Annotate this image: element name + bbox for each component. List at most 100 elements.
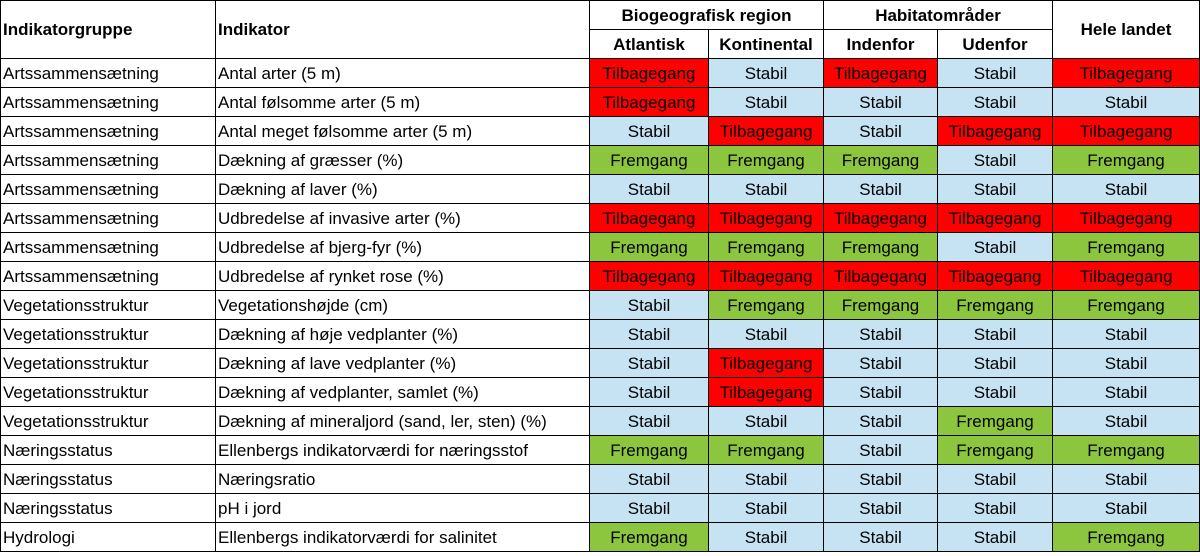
indikator-cell: Udbredelse af bjerg-fyr (%) (215, 232, 590, 262)
indikatorgruppe-cell: Vegetationsstruktur (0, 319, 216, 349)
status-cell-udenfor: Fremgang (936, 290, 1054, 320)
indikatorgruppe-cell: Vegetationsstruktur (0, 290, 216, 320)
status-cell-udenfor: Stabil (936, 522, 1054, 552)
header-row-top: Indikatorgruppe Indikator Biogeografisk … (0, 0, 1200, 59)
table-row: Artssammensætning Antal meget følsomme ar… (0, 116, 1200, 146)
status-cell-udenfor: Stabil (936, 232, 1054, 262)
table-header: Indikatorgruppe Indikator Biogeografisk … (0, 0, 1200, 59)
status-cell-atlantisk: Tilbagegang (589, 261, 709, 291)
indikatorgruppe-cell: Artssammensætning (0, 87, 216, 117)
indikator-cell: Dækning af laver (%) (215, 174, 590, 204)
status-cell-indenfor: Fremgang (823, 145, 938, 175)
status-cell-hele-landet: Tilbagegang (1052, 261, 1200, 291)
status-cell-kontinental: Fremgang (708, 145, 824, 175)
indikatorgruppe-cell: Vegetationsstruktur (0, 406, 216, 436)
indikator-cell: pH i jord (215, 493, 590, 523)
table-row: Vegetationsstruktur Vegetationshøjde (cm)… (0, 290, 1200, 320)
status-cell-kontinental: Fremgang (708, 232, 824, 262)
status-cell-kontinental: Stabil (708, 174, 824, 204)
indikatorgruppe-cell: Vegetationsstruktur (0, 377, 216, 407)
indikatorgruppe-cell: Artssammensætning (0, 261, 216, 291)
status-cell-udenfor: Stabil (936, 87, 1054, 117)
indikator-cell: Ellenbergs indikatorværdi for næringssto… (215, 435, 590, 465)
status-cell-indenfor: Stabil (823, 522, 938, 552)
status-cell-indenfor: Tilbagegang (823, 203, 938, 233)
indikatorgruppe-cell: Hydrologi (0, 522, 216, 552)
status-cell-kontinental: Stabil (708, 406, 824, 436)
indikator-cell: Dækning af høje vedplanter (%) (215, 319, 590, 349)
status-cell-indenfor: Tilbagegang (823, 261, 938, 291)
table-row: Artssammensætning Dækning af laver (%) Sta… (0, 174, 1200, 204)
indikator-cell: Udbredelse af invasive arter (%) (215, 203, 590, 233)
indikatorgruppe-cell: Vegetationsstruktur (0, 348, 216, 378)
indikator-cell: Vegetationshøjde (cm) (215, 290, 590, 320)
status-cell-atlantisk: Stabil (589, 116, 709, 146)
status-cell-kontinental: Stabil (708, 58, 824, 88)
status-cell-udenfor: Fremgang (936, 435, 1054, 465)
table-row: Næringsstatus Ellenbergs indikatorværdi f… (0, 435, 1200, 465)
indikatorgruppe-cell: Næringsstatus (0, 464, 216, 494)
status-cell-atlantisk: Stabil (589, 377, 709, 407)
status-cell-atlantisk: Stabil (589, 493, 709, 523)
status-cell-atlantisk: Fremgang (589, 435, 709, 465)
status-cell-udenfor: Stabil (936, 58, 1054, 88)
indikatorgruppe-cell: Artssammensætning (0, 145, 216, 175)
status-cell-kontinental: Stabil (708, 319, 824, 349)
status-cell-atlantisk: Stabil (589, 290, 709, 320)
status-cell-atlantisk: Stabil (589, 319, 709, 349)
status-cell-indenfor: Stabil (823, 464, 938, 494)
indikator-cell: Dækning af mineraljord (sand, ler, sten)… (215, 406, 590, 436)
status-cell-hele-landet: Fremgang (1052, 435, 1200, 465)
status-cell-kontinental: Fremgang (708, 290, 824, 320)
status-cell-udenfor: Tilbagegang (936, 116, 1054, 146)
table-row: Artssammensætning Antal følsomme arter (5… (0, 87, 1200, 117)
table-row: Artssammensætning Udbredelse af bjerg-fyr… (0, 232, 1200, 262)
indikator-cell: Udbredelse af rynket rose (%) (215, 261, 590, 291)
status-cell-atlantisk: Tilbagegang (589, 87, 709, 117)
status-cell-udenfor: Stabil (936, 348, 1054, 378)
header-indikator: Indikator (215, 0, 590, 59)
indikator-cell: Ellenbergs indikatorværdi for salinitet (215, 522, 590, 552)
status-cell-indenfor: Stabil (823, 348, 938, 378)
header-indikatorgruppe: Indikatorgruppe (0, 0, 216, 59)
status-cell-udenfor: Tilbagegang (936, 261, 1054, 291)
table-row: Artssammensætning Udbredelse af invasive … (0, 203, 1200, 233)
status-cell-indenfor: Stabil (823, 377, 938, 407)
header-kontinental: Kontinental (708, 29, 824, 59)
status-cell-hele-landet: Stabil (1052, 174, 1200, 204)
indikator-cell: Dækning af græsser (%) (215, 145, 590, 175)
status-cell-indenfor: Fremgang (823, 290, 938, 320)
status-cell-hele-landet: Stabil (1052, 87, 1200, 117)
status-cell-udenfor: Fremgang (936, 406, 1054, 436)
table-row: Vegetationsstruktur Dækning af høje vedpl… (0, 319, 1200, 349)
status-cell-udenfor: Stabil (936, 319, 1054, 349)
table-row: Hydrologi Ellenbergs indikatorværdi for s… (0, 522, 1200, 552)
indikator-cell: Antal meget følsomme arter (5 m) (215, 116, 590, 146)
status-cell-udenfor: Tilbagegang (936, 203, 1054, 233)
header-atlantisk: Atlantisk (589, 29, 709, 59)
indikatorgruppe-cell: Artssammensætning (0, 116, 216, 146)
status-cell-udenfor: Stabil (936, 174, 1054, 204)
status-cell-hele-landet: Stabil (1052, 464, 1200, 494)
table-row: Næringsstatus Næringsratio Stabil Stabil Sta… (0, 464, 1200, 494)
status-cell-indenfor: Stabil (823, 174, 938, 204)
status-cell-kontinental: Stabil (708, 87, 824, 117)
status-cell-atlantisk: Stabil (589, 348, 709, 378)
status-cell-kontinental: Stabil (708, 464, 824, 494)
status-cell-hele-landet: Tilbagegang (1052, 203, 1200, 233)
indikatorgruppe-cell: Artssammensætning (0, 203, 216, 233)
table-row: Vegetationsstruktur Dækning af lave vedpl… (0, 348, 1200, 378)
table-row: Artssammensætning Antal arter (5 m) Tilbag… (0, 58, 1200, 88)
status-cell-hele-landet: Stabil (1052, 493, 1200, 523)
status-cell-kontinental: Fremgang (708, 435, 824, 465)
indikator-cell: Antal følsomme arter (5 m) (215, 87, 590, 117)
table-row: Vegetationsstruktur Dækning af mineraljor… (0, 406, 1200, 436)
status-cell-kontinental: Tilbagegang (708, 377, 824, 407)
status-cell-hele-landet: Fremgang (1052, 290, 1200, 320)
status-cell-atlantisk: Stabil (589, 406, 709, 436)
indikator-cell: Dækning af lave vedplanter (%) (215, 348, 590, 378)
status-cell-hele-landet: Fremgang (1052, 522, 1200, 552)
header-udenfor: Udenfor (936, 29, 1054, 59)
status-cell-atlantisk: Fremgang (589, 232, 709, 262)
